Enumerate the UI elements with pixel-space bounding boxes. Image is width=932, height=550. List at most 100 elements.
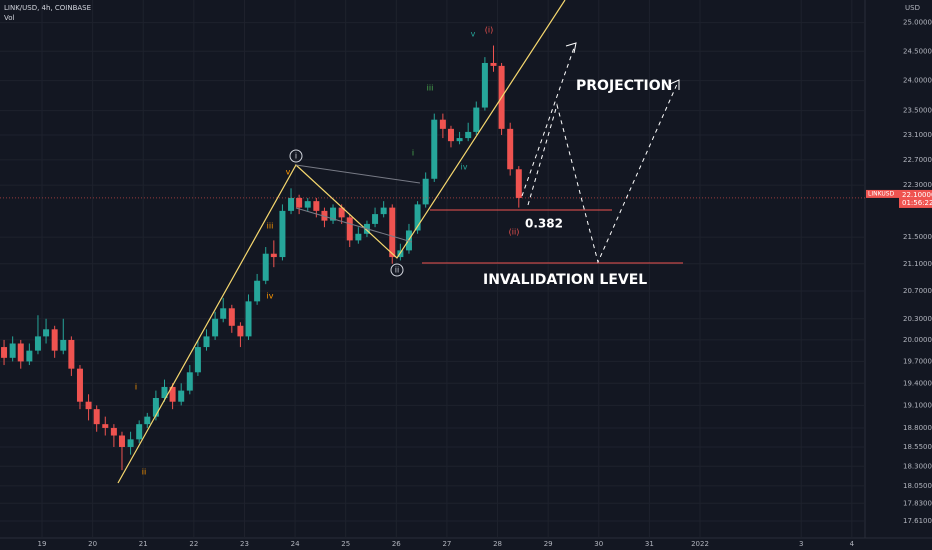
- candle-body: [481, 62, 488, 108]
- wave-label: (ii): [509, 228, 520, 237]
- wave-label: v: [286, 168, 291, 177]
- candle-body: [60, 339, 67, 351]
- candle-body: [270, 253, 277, 258]
- candle-body: [1, 347, 8, 358]
- wave-label: ii: [395, 266, 399, 275]
- candle-body: [296, 197, 303, 208]
- x-tick-label: 22: [189, 540, 198, 548]
- candle-body: [228, 308, 235, 326]
- candle-body: [68, 339, 75, 369]
- y-tick-label: 18.55000: [903, 443, 932, 451]
- candle-body: [169, 386, 176, 402]
- candle-body: [194, 347, 201, 373]
- x-tick-label: 27: [442, 540, 451, 548]
- candle-body: [515, 169, 522, 198]
- candle-body: [447, 128, 454, 142]
- candle-body: [186, 372, 193, 391]
- drawings: [117, 0, 683, 484]
- candle-body: [313, 201, 320, 211]
- y-tick-label: 19.70000: [903, 357, 932, 365]
- y-tick-label: 17.83000: [903, 499, 932, 507]
- y-tick-label: 18.05000: [903, 482, 932, 490]
- candle-body: [144, 416, 151, 425]
- candle-body: [34, 336, 41, 351]
- candle-body: [220, 308, 227, 319]
- candle-body: [262, 253, 269, 281]
- wave-label: (i): [485, 26, 493, 35]
- x-tick-label: 30: [594, 540, 603, 548]
- channel-line: [295, 207, 413, 243]
- wave-label: iv: [461, 163, 468, 172]
- channel-line: [295, 164, 421, 184]
- candle-body: [304, 201, 311, 208]
- wave-label: i: [412, 149, 414, 158]
- x-tick-label: 23: [240, 540, 249, 548]
- candle-body: [9, 343, 16, 358]
- y-tick-label: 22.70000: [903, 156, 932, 164]
- y-tick-label: 20.70000: [903, 287, 932, 295]
- candle-body: [178, 390, 185, 402]
- y-tick-label: 20.30000: [903, 315, 932, 323]
- candle-body: [330, 207, 337, 221]
- wave-label: iii: [267, 222, 274, 231]
- annotation: PROJECTION: [576, 78, 672, 94]
- candle-body: [51, 329, 58, 351]
- wave-circle: [390, 263, 404, 277]
- candle-body: [237, 325, 244, 337]
- y-tick-label: 18.80000: [903, 424, 932, 432]
- candle-body: [110, 427, 117, 436]
- y-tick-label: 18.30000: [903, 462, 932, 470]
- candle-body: [338, 207, 345, 218]
- wave-label: v: [471, 30, 476, 39]
- candle-body: [490, 62, 497, 66]
- x-tick-label: 2022: [691, 540, 709, 548]
- y-tick-label: 19.40000: [903, 379, 932, 387]
- x-tick-label: 4: [850, 540, 855, 548]
- candle-body: [346, 217, 353, 241]
- candle-body: [465, 131, 472, 139]
- candle-body: [507, 128, 514, 170]
- wave-label: iii: [427, 84, 434, 93]
- y-tick-label: 22.30000: [903, 181, 932, 189]
- candle-body: [372, 214, 379, 224]
- arrow-head: [669, 79, 680, 90]
- price-tag-countdown: 01:56:22: [902, 199, 932, 207]
- candle-body: [118, 435, 125, 447]
- candle-body: [288, 197, 295, 211]
- candle-body: [161, 386, 168, 398]
- candle-body: [203, 336, 210, 348]
- chart-title: LINK/USD, 4h, COINBASE: [4, 4, 91, 12]
- price-tag-symbol: LINKUSD: [868, 190, 895, 197]
- candle-body: [321, 210, 328, 221]
- x-tick-label: 19: [38, 540, 47, 548]
- y-tick-label: 17.61000: [903, 517, 932, 525]
- x-tick-label: 26: [392, 540, 401, 548]
- candle-body: [102, 424, 109, 428]
- y-tick-label: 20.00000: [903, 336, 932, 344]
- candle-body: [473, 107, 480, 132]
- annotation: INVALIDATION LEVEL: [483, 272, 647, 288]
- wave-label: i: [135, 383, 137, 392]
- candle-body: [380, 207, 387, 215]
- x-tick-label: 25: [341, 540, 350, 548]
- candle-body: [152, 397, 159, 417]
- candle-body: [355, 233, 362, 241]
- x-tick-label: 24: [291, 540, 300, 548]
- y-tick-label: 24.50000: [903, 47, 932, 55]
- candle-body: [414, 204, 421, 231]
- wave-circle: [289, 149, 303, 163]
- y-tick-label: 23.50000: [903, 107, 932, 115]
- candle-body: [254, 280, 261, 302]
- candle-body: [439, 119, 446, 129]
- projection-path: [527, 81, 679, 264]
- candle-body: [212, 318, 219, 337]
- wave-label: i: [295, 152, 297, 161]
- x-tick-label: 31: [645, 540, 654, 548]
- price-tag-box: [866, 189, 899, 198]
- candle-body: [389, 207, 396, 258]
